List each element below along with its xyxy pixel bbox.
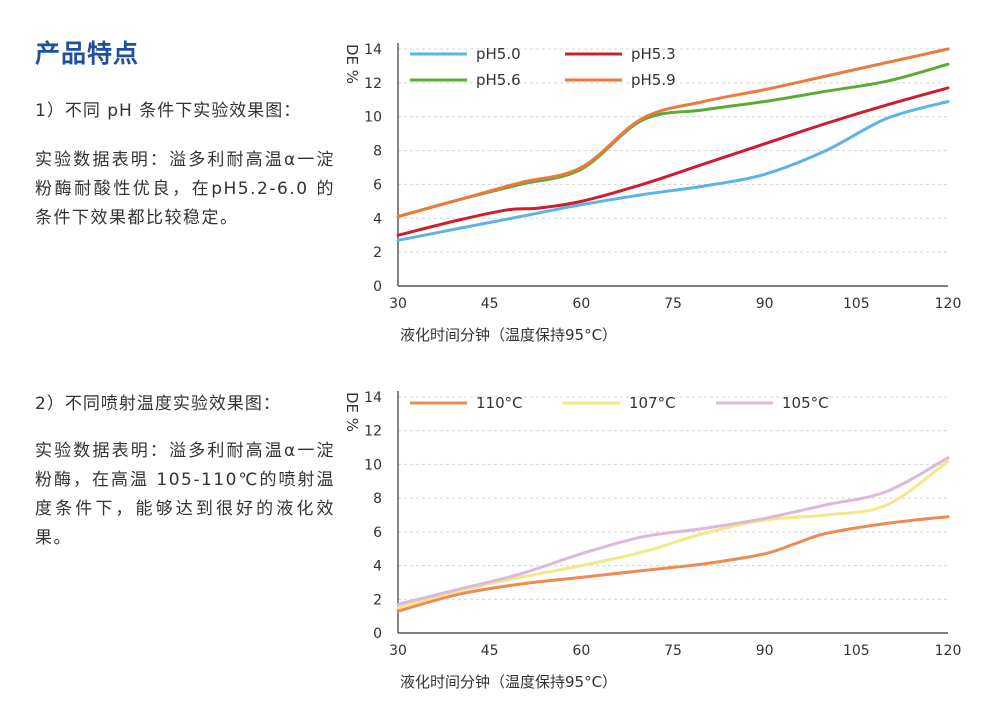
y-tick-label: 0 [373,279,382,295]
x-tick-label: 120 [935,296,962,312]
series-line [396,47,950,219]
legend-label: pH5.6 [476,71,521,89]
x-axis-label: 液化时间分钟（温度保持95°C） [400,326,617,344]
x-tick-label: 60 [572,296,590,312]
legend-label: pH5.9 [631,71,676,89]
x-tick-label: 30 [389,296,407,312]
y-tick-label: 6 [373,177,382,193]
legend-label: pH5.3 [631,45,676,63]
section-2-description: 实验数据表明：溢多利耐高温α一淀粉酶，在高温 105-110℃的喷射温度条件下，… [35,441,335,548]
section-1-subtitle: 1）不同 pH 条件下实验效果图： [35,101,302,121]
section-1-description: 实验数据表明：溢多利耐高温α一淀粉酶耐酸性优良，在pH5.2-6.0 的条件下效… [35,150,335,228]
series-line [396,86,950,237]
y-tick-label: 2 [373,245,382,261]
section-2-subtitle: 2）不同喷射温度实验效果图： [35,394,281,414]
legend-label: pH5.0 [476,45,521,63]
y-tick-label: 10 [364,110,382,126]
x-tick-label: 75 [664,296,682,312]
y-tick-label: 12 [364,76,382,92]
x-tick-label: 105 [843,296,870,312]
page-heading: 产品特点 [35,39,140,68]
y-tick-label: 14 [364,42,382,58]
x-tick-label: 90 [756,296,774,312]
y-axis-label: DE % [343,44,361,84]
x-tick-label: 45 [481,296,499,312]
series-line [396,100,950,242]
y-tick-label: 8 [373,144,382,160]
y-tick-label: 4 [373,211,382,227]
